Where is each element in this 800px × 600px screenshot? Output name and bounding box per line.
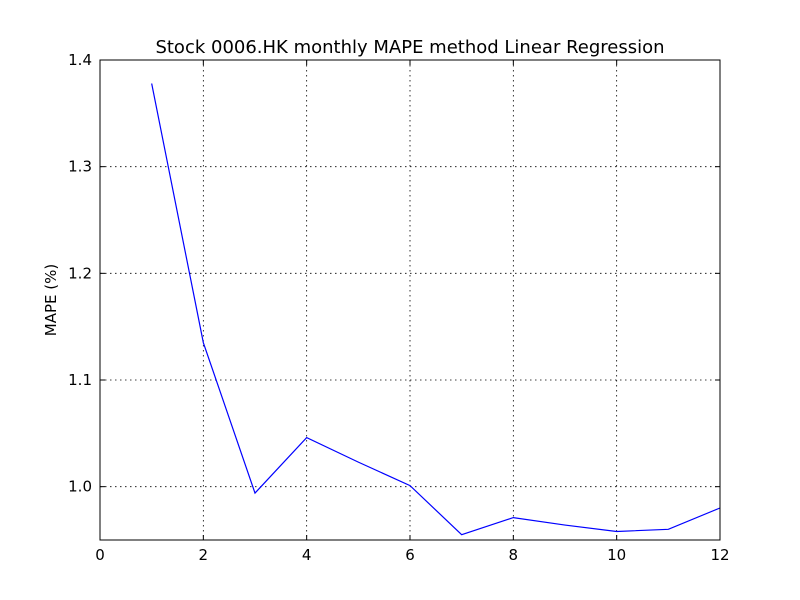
x-tick-label: 2: [199, 546, 209, 564]
x-tick-label: 12: [710, 546, 729, 564]
y-axis-label: MAPE (%): [42, 264, 60, 336]
y-tick-label: 1.3: [68, 158, 92, 176]
y-tick-label: 1.4: [68, 51, 92, 69]
chart-title: Stock 0006.HK monthly MAPE method Linear…: [155, 37, 664, 58]
x-tick-label: 4: [302, 546, 312, 564]
series-layer: [151, 83, 721, 536]
grid: [100, 60, 720, 540]
y-tick-label: 1.1: [68, 371, 92, 389]
mape-series-line: [151, 83, 721, 536]
y-tick-label: 1.2: [68, 264, 92, 282]
x-tick-label: 10: [607, 546, 626, 564]
x-tick-label: 0: [95, 546, 105, 564]
ticks: 0 2 4 6 8 10 12 1.0 1.1 1.2 1.3 1.4: [68, 51, 729, 564]
y-tick-label: 1.0: [68, 478, 92, 496]
x-tick-label: 6: [405, 546, 415, 564]
x-tick-label: 8: [509, 546, 519, 564]
